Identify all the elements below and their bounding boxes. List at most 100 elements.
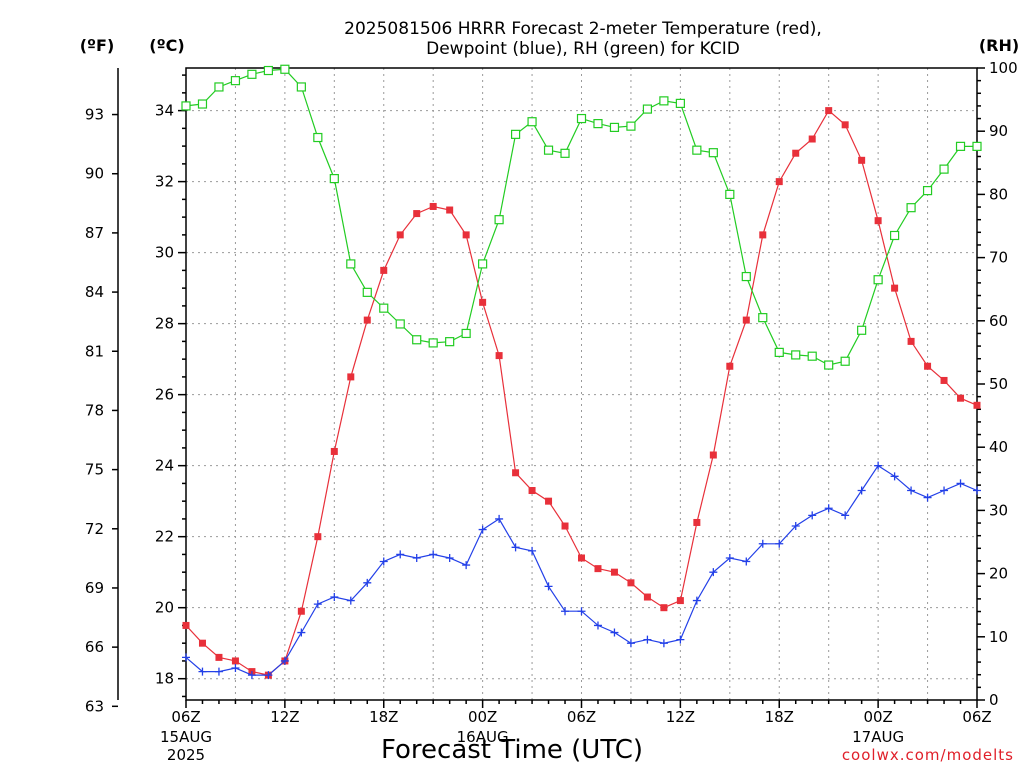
dewpoint-point [511, 543, 520, 552]
rh-point [675, 98, 685, 108]
rh-point [626, 121, 636, 131]
rh-axis-unit: (RH) [979, 36, 1019, 55]
rh-tick-label: 10 [989, 628, 1008, 646]
x-tick-date-label: 15AUG [160, 728, 212, 746]
rh-point [972, 141, 982, 151]
fahrenheit-tick-label: 75 [85, 461, 104, 479]
rh-point [263, 65, 273, 76]
fahrenheit-axis-unit: (ºF) [80, 36, 115, 55]
x-axis-label: Forecast Time (UTC) [381, 735, 643, 765]
x-tick-label: 00Z [468, 708, 497, 726]
temperature-point [231, 657, 239, 665]
fahrenheit-tick-label: 72 [85, 520, 104, 538]
rh-point [922, 186, 933, 196]
temperature-point [347, 373, 355, 381]
dewpoint-point [247, 671, 256, 680]
temperature-point [578, 554, 585, 562]
dewpoint-point [643, 635, 652, 644]
tick-labels: 63 66 69 72 75 78 81 84 87 90 93 18 20 22 24 26 28 30 32 34… [85, 59, 1018, 764]
temperature-point [874, 217, 882, 225]
temperature-point [973, 401, 981, 409]
rh-point [214, 82, 224, 92]
temperature-point [643, 593, 651, 601]
dewpoint-point [659, 639, 668, 648]
temperature-point [446, 206, 454, 214]
dewpoint-point [610, 628, 619, 637]
rh-point [906, 203, 916, 213]
rh-tick-label: 0 [989, 691, 999, 709]
temperature-point [314, 533, 322, 541]
dewpoint-point [956, 479, 965, 488]
rh-point [197, 99, 208, 109]
dewpoint-point [396, 550, 405, 559]
celsius-tick-label: 34 [155, 102, 174, 120]
temperature-point [594, 565, 602, 573]
x-tick-label: 18Z [369, 708, 398, 726]
dewpoint-point [857, 486, 866, 495]
x-tick-date-label: 17AUG [852, 728, 904, 746]
rh-point [280, 64, 290, 74]
celsius-tick-label: 26 [155, 386, 174, 404]
fahrenheit-tick-label: 81 [85, 342, 104, 360]
temperature-point [182, 621, 190, 629]
rh-tick-label: 50 [989, 375, 1008, 393]
rh-point [758, 313, 768, 323]
temperature-point [429, 202, 437, 210]
dewpoint-point [528, 546, 537, 555]
fahrenheit-tick-label: 90 [85, 165, 104, 183]
dewpoint-point [280, 656, 289, 665]
dewpoint-point [709, 568, 718, 577]
rh-point [593, 119, 603, 129]
temperature-point [561, 522, 569, 530]
dewpoint-point [940, 486, 949, 495]
rh-point [659, 96, 669, 106]
temperature-point [841, 121, 849, 129]
rh-point [576, 113, 587, 124]
rh-point [412, 335, 422, 345]
rh-point [247, 69, 257, 79]
temperature-point [891, 284, 899, 292]
x-tick-label: 12Z [270, 708, 299, 726]
dewpoint-point [791, 522, 800, 531]
temperature-point [676, 597, 684, 605]
temperature-point [759, 231, 767, 239]
fahrenheit-tick-label: 78 [85, 401, 104, 419]
rh-point [609, 122, 620, 133]
temperature-point [512, 469, 520, 477]
rh-point [741, 271, 751, 282]
rh-point [857, 325, 867, 335]
x-tick-date-label: 2025 [167, 746, 205, 764]
dewpoint-point [824, 504, 833, 513]
rh-point [708, 148, 718, 158]
temperature-point [330, 447, 338, 455]
dewpoint-point [808, 511, 817, 520]
temperature-point [808, 135, 816, 143]
dewpoint-point [478, 525, 487, 534]
dewpoint-point [742, 557, 751, 566]
dewpoint-point [182, 653, 190, 662]
temperature-point [858, 156, 866, 164]
rh-tick-label: 40 [989, 438, 1008, 456]
temperature-point [610, 568, 618, 576]
dewpoint-point [725, 553, 734, 562]
dewpoint-point [907, 486, 916, 495]
celsius-tick-label: 20 [155, 599, 174, 617]
rh-tick-label: 90 [989, 122, 1008, 140]
dewpoint-point [758, 539, 767, 548]
dewpoint-point [923, 493, 932, 502]
celsius-tick-label: 22 [155, 528, 174, 546]
chart-title-line-2: Dewpoint (blue), RH (green) for KCID [426, 39, 740, 59]
rh-point [329, 174, 339, 184]
celsius-axis-unit: (ºC) [149, 36, 184, 55]
temperature-point [957, 394, 965, 402]
rh-point [510, 129, 521, 139]
temperature-point [775, 178, 783, 186]
chart-title-line-1: 2025081506 HRRR Forecast 2-meter Tempera… [344, 19, 822, 39]
fahrenheit-tick-label: 84 [85, 283, 104, 301]
dewpoint-point [330, 593, 339, 602]
dewpoint-point [544, 582, 553, 591]
x-tick-label: 12Z [666, 708, 695, 726]
temperature-point [479, 298, 487, 306]
rh-tick-label: 60 [989, 312, 1008, 330]
